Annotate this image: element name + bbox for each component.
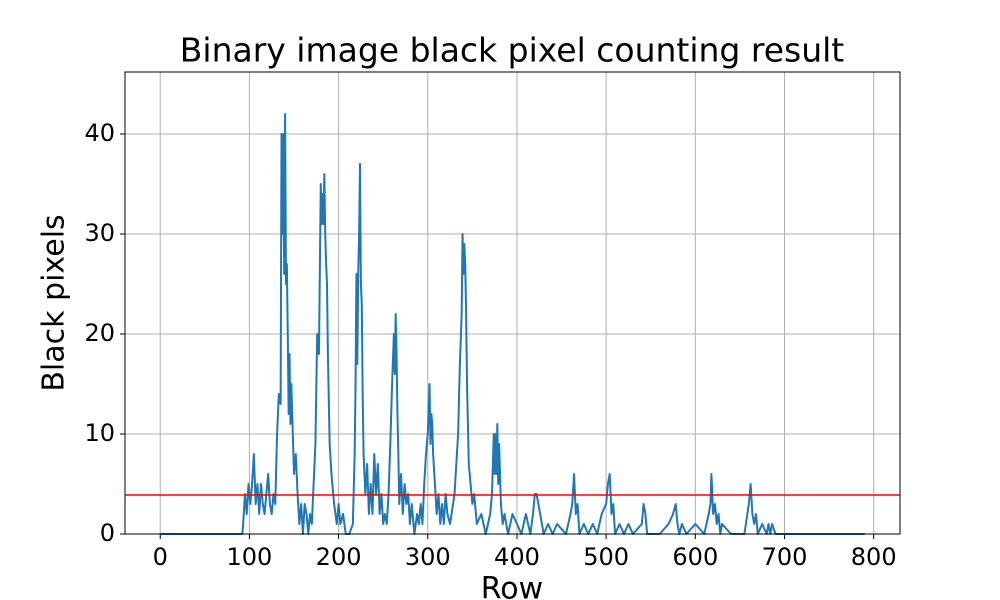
y-tick-label: 10 bbox=[84, 419, 115, 447]
data-line bbox=[160, 113, 865, 535]
x-axis-label: Row bbox=[481, 572, 543, 600]
x-tick-label: 600 bbox=[672, 543, 718, 571]
x-tick-label: 700 bbox=[762, 543, 808, 571]
x-tick-label: 100 bbox=[227, 543, 273, 571]
x-tick-label: 0 bbox=[153, 543, 168, 571]
x-tick-label: 400 bbox=[494, 543, 540, 571]
y-tick-label: 40 bbox=[84, 119, 115, 147]
x-tick-label: 800 bbox=[851, 543, 897, 571]
y-tick-label: 30 bbox=[84, 219, 115, 247]
y-axis-label: Black pixels bbox=[37, 214, 72, 391]
y-tick-label: 20 bbox=[84, 319, 115, 347]
x-tick-label: 200 bbox=[316, 543, 362, 571]
y-tick-label: 0 bbox=[100, 519, 115, 547]
x-tick-label: 500 bbox=[583, 543, 629, 571]
chart-title: Binary image black pixel counting result bbox=[180, 31, 845, 70]
x-tick-label: 300 bbox=[405, 543, 451, 571]
plot-frame bbox=[124, 71, 901, 535]
